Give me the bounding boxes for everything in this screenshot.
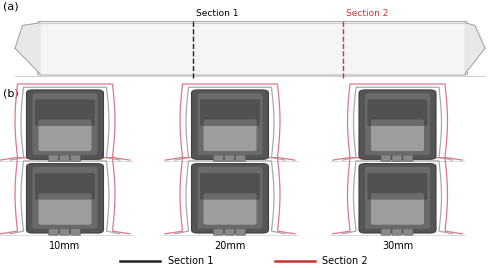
FancyBboxPatch shape	[392, 229, 402, 235]
Polygon shape	[15, 23, 40, 74]
Text: (a): (a)	[2, 1, 18, 11]
Text: 10mm: 10mm	[50, 241, 80, 251]
FancyBboxPatch shape	[224, 155, 234, 161]
FancyBboxPatch shape	[204, 120, 256, 151]
FancyBboxPatch shape	[198, 167, 262, 229]
FancyBboxPatch shape	[26, 163, 104, 233]
Text: Section 1: Section 1	[168, 256, 213, 266]
FancyBboxPatch shape	[48, 155, 58, 161]
FancyBboxPatch shape	[224, 229, 234, 235]
FancyBboxPatch shape	[35, 173, 95, 200]
Text: 8mm: 8mm	[385, 167, 410, 177]
FancyBboxPatch shape	[236, 229, 246, 235]
Text: 20mm: 20mm	[214, 241, 246, 251]
FancyBboxPatch shape	[403, 155, 413, 161]
FancyBboxPatch shape	[368, 99, 428, 126]
FancyBboxPatch shape	[204, 193, 256, 225]
FancyBboxPatch shape	[371, 120, 424, 151]
Text: Section 2: Section 2	[322, 256, 368, 266]
FancyBboxPatch shape	[368, 173, 428, 200]
Polygon shape	[465, 23, 485, 74]
FancyBboxPatch shape	[200, 99, 260, 126]
FancyBboxPatch shape	[214, 229, 224, 235]
Text: Section 2: Section 2	[346, 9, 389, 18]
FancyBboxPatch shape	[198, 93, 262, 155]
Text: Section 1: Section 1	[196, 9, 238, 18]
FancyBboxPatch shape	[192, 90, 268, 159]
FancyBboxPatch shape	[403, 229, 413, 235]
FancyBboxPatch shape	[32, 167, 98, 229]
FancyBboxPatch shape	[60, 229, 70, 235]
FancyBboxPatch shape	[48, 229, 58, 235]
FancyBboxPatch shape	[38, 193, 92, 225]
FancyBboxPatch shape	[60, 155, 70, 161]
Text: 5mm: 5mm	[218, 167, 242, 177]
FancyBboxPatch shape	[38, 21, 468, 75]
FancyBboxPatch shape	[26, 90, 104, 159]
FancyBboxPatch shape	[365, 167, 430, 229]
Text: (b): (b)	[2, 88, 18, 98]
FancyBboxPatch shape	[70, 155, 81, 161]
FancyBboxPatch shape	[359, 163, 436, 233]
FancyBboxPatch shape	[381, 229, 391, 235]
FancyBboxPatch shape	[371, 193, 424, 225]
FancyBboxPatch shape	[365, 93, 430, 155]
FancyBboxPatch shape	[70, 229, 81, 235]
FancyBboxPatch shape	[359, 90, 436, 159]
FancyBboxPatch shape	[192, 163, 268, 233]
FancyBboxPatch shape	[38, 120, 92, 151]
FancyBboxPatch shape	[236, 155, 246, 161]
Text: 0mm: 0mm	[52, 167, 78, 177]
Text: 30mm: 30mm	[382, 241, 413, 251]
FancyBboxPatch shape	[200, 173, 260, 200]
FancyBboxPatch shape	[214, 155, 224, 161]
FancyBboxPatch shape	[381, 155, 391, 161]
FancyBboxPatch shape	[35, 99, 95, 126]
FancyBboxPatch shape	[392, 155, 402, 161]
FancyBboxPatch shape	[32, 93, 98, 155]
